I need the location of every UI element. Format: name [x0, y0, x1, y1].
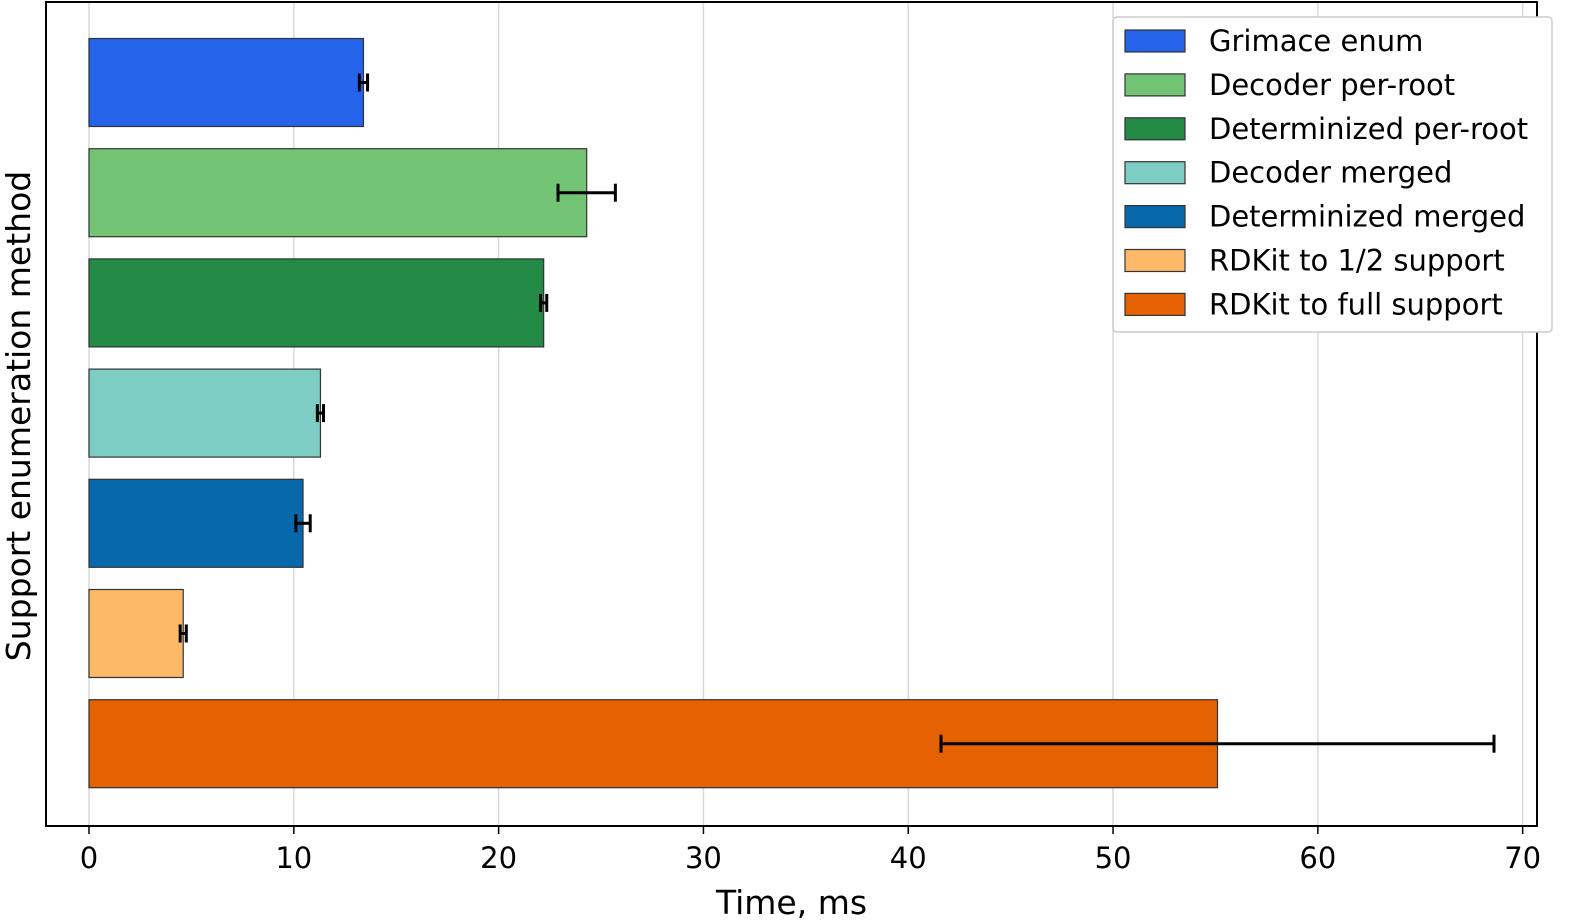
error-bar-determinized-per-root: [539, 293, 549, 312]
y-axis-label: Support enumeration method: [0, 171, 38, 661]
legend-label: RDKit to 1/2 support: [1209, 244, 1505, 278]
bar-grimace-enum: [88, 37, 365, 128]
legend-label: Determinized merged: [1209, 200, 1525, 234]
bar-determinized-per-root: [88, 258, 545, 348]
x-tick-label: 0: [80, 841, 98, 875]
legend-item-decoder-merged: Decoder merged: [1124, 156, 1452, 190]
legend-label: Determinized per-root: [1209, 112, 1528, 146]
error-bar-rdkit-to-1-2-support: [178, 624, 188, 643]
x-axis-label: Time, ms: [715, 883, 867, 922]
legend-swatch: [1124, 205, 1186, 229]
legend-swatch: [1124, 292, 1186, 316]
legend-label: RDKit to full support: [1209, 287, 1503, 321]
bar-determinized-merged: [88, 478, 304, 568]
x-axis-ticks: 0 10 20 30 40 50 60 70: [80, 826, 1541, 875]
bar-decoder-per-root: [88, 148, 588, 238]
legend-swatch: [1124, 29, 1186, 53]
legend-swatch: [1124, 117, 1186, 141]
error-bar-decoder-per-root: [556, 183, 617, 202]
legend-box: [1112, 16, 1553, 333]
legend-item-decoder-per-root: Decoder per-root: [1124, 68, 1455, 102]
legend-label: Grimace enum: [1209, 24, 1423, 58]
legend-label: Decoder merged: [1209, 156, 1452, 190]
legend: Grimace enum Decoder per-root Determinized…: [1112, 16, 1553, 333]
x-tick-label: 50: [1095, 841, 1132, 875]
x-tick-label: 60: [1299, 841, 1336, 875]
bar-rdkit-to-1-2-support: [88, 588, 184, 679]
legend-item-grimace-enum: Grimace enum: [1124, 24, 1423, 58]
x-tick-label: 10: [275, 841, 312, 875]
bars: [88, 37, 1219, 789]
error-bar-rdkit-to-full-support: [939, 734, 1496, 753]
x-tick-label: 30: [685, 841, 722, 875]
legend-item-determinized-merged: Determinized merged: [1124, 200, 1525, 234]
error-bar-decoder-merged: [315, 404, 326, 423]
x-tick-label: 70: [1504, 841, 1541, 875]
legend-item-rdkit-to-1-2-support: RDKit to 1/2 support: [1124, 244, 1505, 278]
error-bar-determinized-merged: [294, 514, 312, 533]
legend-item-rdkit-to-full-support: RDKit to full support: [1124, 287, 1503, 321]
x-tick-label: 40: [890, 841, 927, 875]
legend-label: Decoder per-root: [1209, 68, 1455, 102]
legend-swatch: [1124, 73, 1186, 97]
x-tick-label: 20: [480, 841, 517, 875]
legend-swatch: [1124, 248, 1186, 273]
error-bar-grimace-enum: [357, 73, 370, 92]
legend-swatch: [1124, 161, 1186, 185]
error-bars: [178, 73, 1496, 753]
plot-frame: [45, 1, 1538, 827]
bar-decoder-merged: [88, 368, 322, 458]
legend-item-determinized-per-root: Determinized per-root: [1124, 112, 1528, 146]
